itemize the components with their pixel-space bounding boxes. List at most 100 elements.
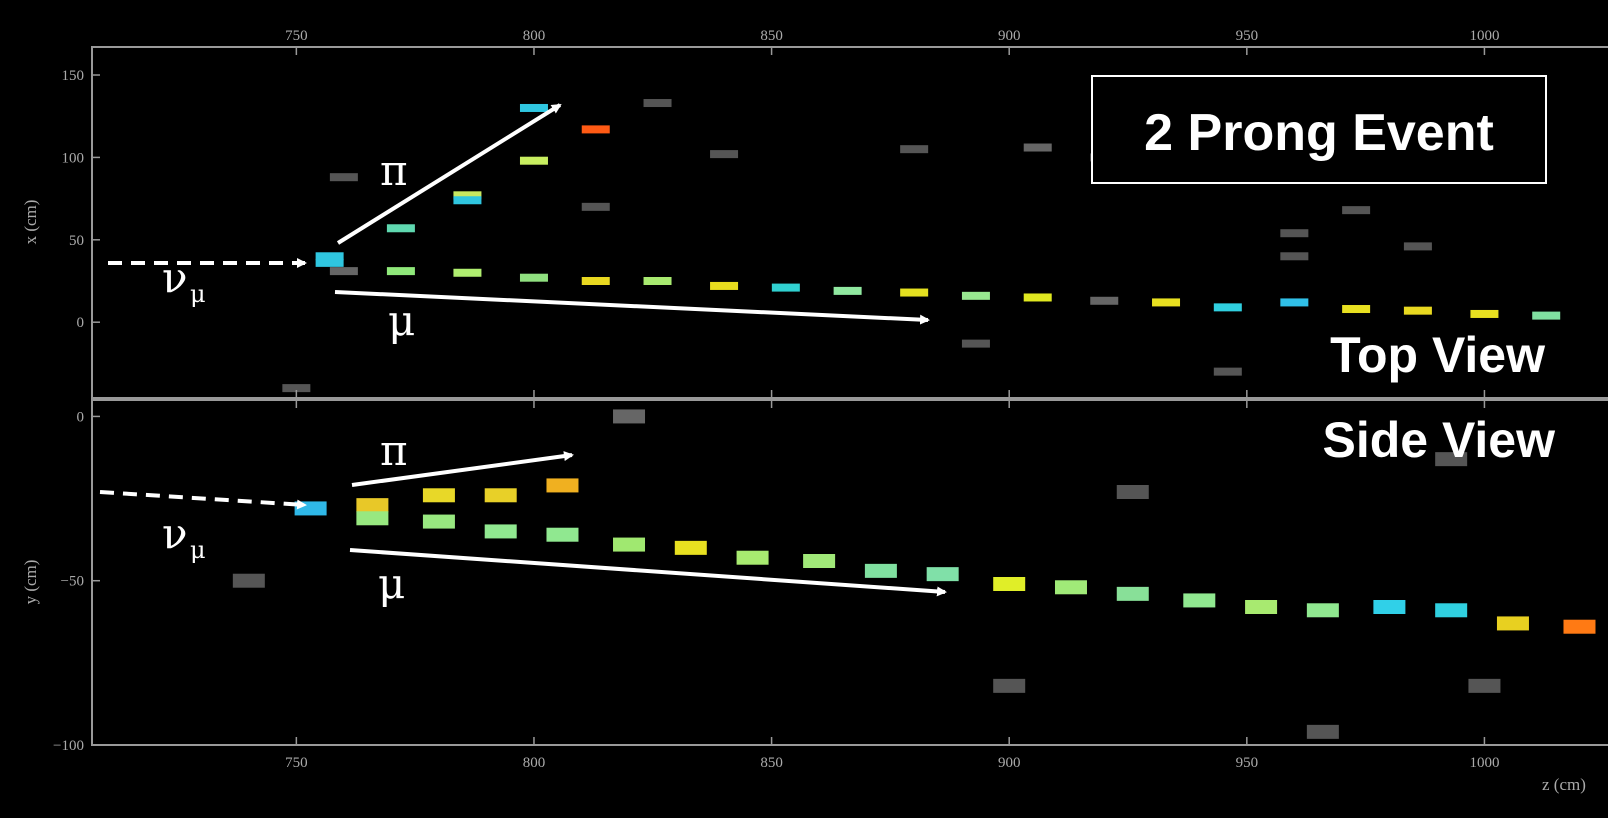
hit	[1280, 252, 1308, 260]
hit	[1214, 303, 1242, 311]
page: π μ ν μ π μ ν μ 2 Prong Event Top View S…	[0, 0, 1608, 818]
hit	[546, 528, 578, 542]
hit	[330, 173, 358, 181]
hit	[993, 679, 1025, 693]
hit	[927, 567, 959, 581]
pi-label: π	[380, 146, 408, 195]
view-label: Top View	[1330, 327, 1545, 383]
hit	[520, 157, 548, 165]
hit	[1497, 616, 1529, 630]
hit	[520, 274, 548, 282]
y-tick-label: −50	[61, 574, 84, 590]
x-tick-label: 1000	[1469, 28, 1499, 44]
hit	[1214, 368, 1242, 376]
hit	[1404, 307, 1432, 315]
hit	[582, 125, 610, 133]
nu-sub-label: μ	[190, 280, 206, 308]
x-axis-label: z (cm)	[1542, 775, 1586, 794]
hit	[675, 541, 707, 555]
hit	[485, 524, 517, 538]
hit	[356, 511, 388, 525]
mu-label: μ	[388, 296, 415, 345]
hit	[613, 538, 645, 552]
hit	[803, 554, 835, 568]
hit	[1245, 600, 1277, 614]
hit	[1373, 600, 1405, 614]
hit	[1342, 206, 1370, 214]
hit	[356, 498, 388, 512]
hit	[1563, 620, 1595, 634]
hit	[485, 488, 517, 502]
hit	[1280, 229, 1308, 237]
hit	[1307, 603, 1339, 617]
y-tick-label: 0	[77, 315, 85, 331]
hit	[546, 478, 578, 492]
nu-label: ν	[162, 253, 188, 302]
hit	[1024, 293, 1052, 301]
view-label: Side View	[1322, 412, 1555, 468]
event-display: π μ ν μ π μ ν μ 2 Prong Event Top View S…	[0, 0, 1608, 818]
hit	[1055, 580, 1087, 594]
hit	[453, 269, 481, 277]
y-tick-label: 150	[62, 68, 85, 84]
x-tick-label: 800	[523, 755, 546, 771]
hit	[582, 203, 610, 211]
hit	[962, 292, 990, 300]
hit	[1117, 587, 1149, 601]
hit	[900, 289, 928, 297]
hit	[520, 104, 548, 112]
x-tick-label: 900	[998, 28, 1021, 44]
hit	[710, 150, 738, 158]
hit	[1435, 603, 1467, 617]
x-tick-label: 800	[523, 28, 546, 44]
hit	[865, 564, 897, 578]
hit	[1280, 298, 1308, 306]
hit	[737, 551, 769, 565]
hit	[1468, 679, 1500, 693]
y-tick-label: −100	[53, 738, 84, 754]
y-tick-label: 50	[69, 233, 84, 249]
hit	[1152, 298, 1180, 306]
hit	[1117, 485, 1149, 499]
nu-label: ν	[162, 509, 188, 558]
hit	[316, 259, 344, 267]
hit	[1307, 725, 1339, 739]
hit	[233, 574, 265, 588]
hit	[295, 501, 327, 515]
chart-title: 2 Prong Event	[1144, 104, 1494, 162]
hit	[1024, 144, 1052, 152]
x-tick-label: 900	[998, 755, 1021, 771]
hit	[1183, 593, 1215, 607]
hit	[834, 287, 862, 295]
y-tick-label: 0	[77, 409, 85, 425]
mu-label: μ	[378, 559, 405, 608]
hit	[900, 145, 928, 153]
hit	[330, 267, 358, 275]
hit	[1342, 305, 1370, 313]
x-tick-label: 850	[760, 28, 783, 44]
x-tick-label: 750	[285, 755, 308, 771]
hit	[387, 224, 415, 232]
x-tick-label: 850	[760, 755, 783, 771]
y-tick-label: 100	[62, 150, 85, 166]
hit	[1404, 242, 1432, 250]
y-axis-label: y (cm)	[21, 560, 40, 605]
hit	[962, 340, 990, 348]
hit	[993, 577, 1025, 591]
pi-label: π	[380, 426, 408, 475]
hit	[1532, 312, 1560, 320]
x-tick-label: 750	[285, 28, 308, 44]
hit	[710, 282, 738, 290]
hit	[613, 409, 645, 423]
x-tick-label: 1000	[1469, 755, 1499, 771]
hit	[387, 267, 415, 275]
hit	[772, 284, 800, 292]
hit	[1470, 310, 1498, 318]
x-tick-label: 950	[1236, 755, 1259, 771]
hit	[644, 99, 672, 107]
hit	[453, 196, 481, 204]
hit	[423, 488, 455, 502]
hit	[644, 277, 672, 285]
x-tick-label: 950	[1236, 28, 1259, 44]
hit	[582, 277, 610, 285]
